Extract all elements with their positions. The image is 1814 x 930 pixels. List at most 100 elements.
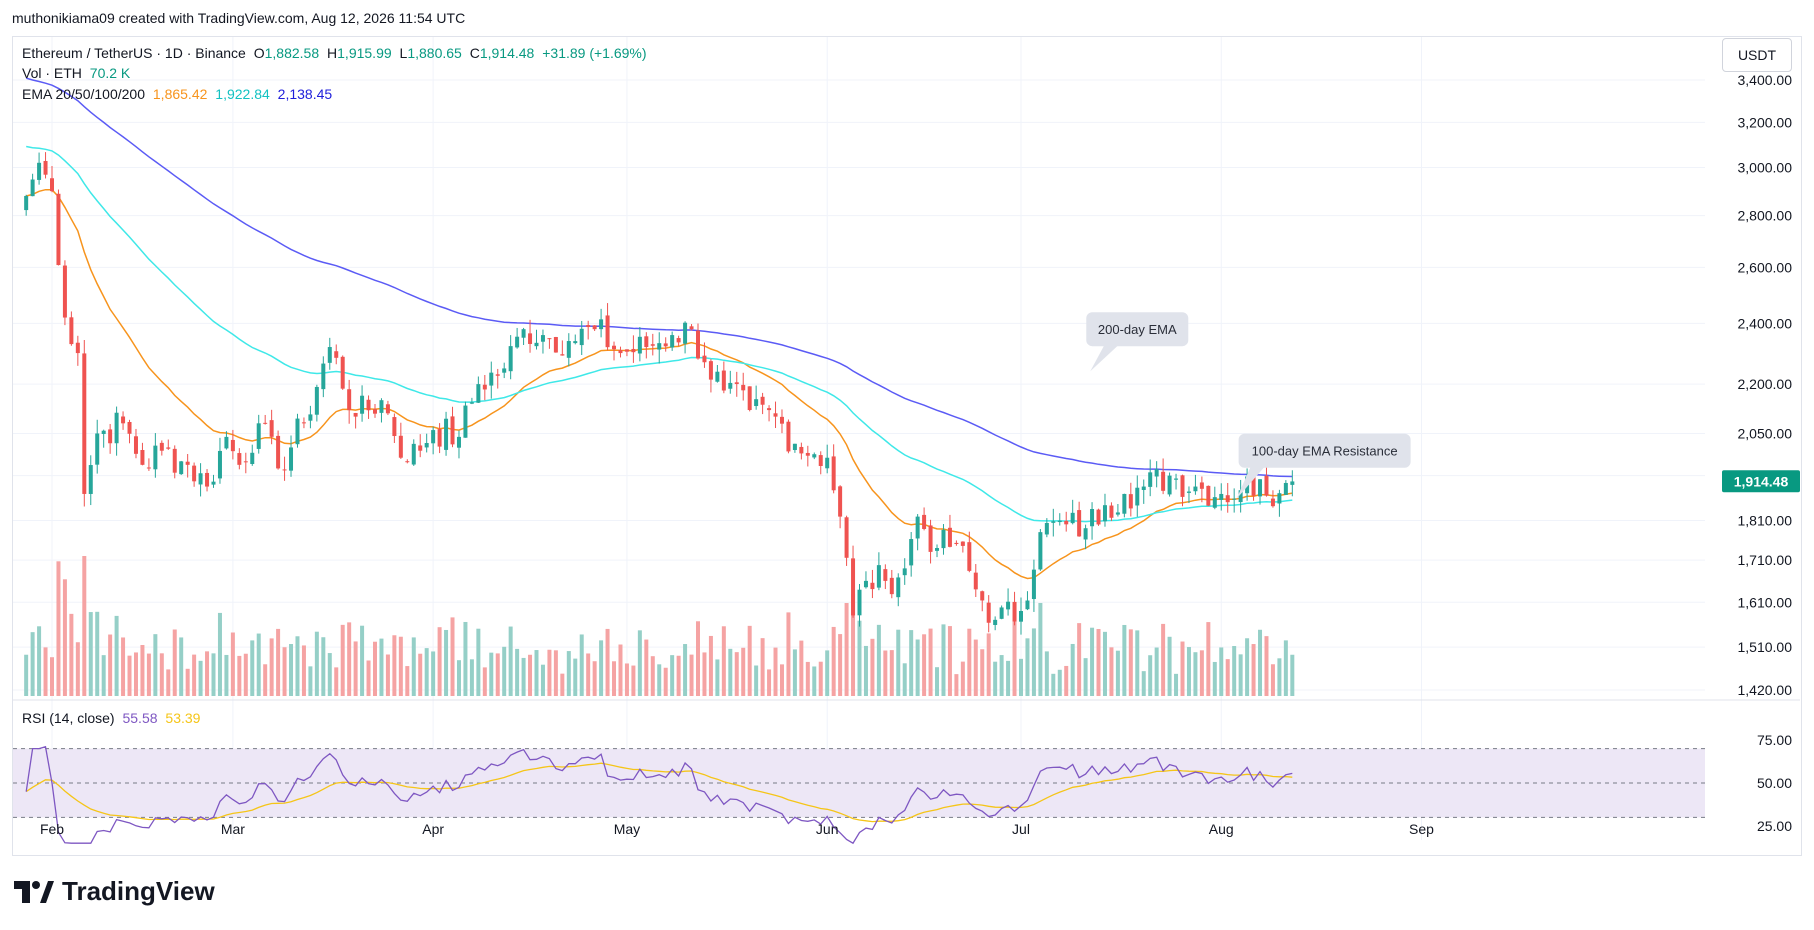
candle-body xyxy=(1141,486,1146,490)
candle-body xyxy=(941,529,946,549)
volume-bar xyxy=(980,649,985,696)
candle-body xyxy=(133,436,138,454)
candle-body xyxy=(1122,493,1127,514)
volume-bar xyxy=(1238,654,1243,696)
volume-bar xyxy=(831,626,836,696)
volume-bar xyxy=(1283,640,1288,696)
volume-bar xyxy=(676,655,681,696)
volume-bar xyxy=(560,673,565,696)
candle-body xyxy=(708,361,713,380)
candle-body xyxy=(185,461,190,465)
candle-body xyxy=(922,514,927,529)
volume-bar xyxy=(1219,647,1224,696)
candle-body xyxy=(1109,505,1114,518)
volume-bar xyxy=(256,633,261,696)
chart-frame[interactable] xyxy=(12,36,1802,856)
volume-bar xyxy=(1109,647,1114,696)
volume-bar xyxy=(398,636,403,696)
volume-bar xyxy=(69,613,74,696)
candle-body xyxy=(573,341,578,344)
candle-body xyxy=(644,336,649,348)
candle-body xyxy=(1277,493,1282,504)
ema100-value: 2,138.45 xyxy=(277,86,333,102)
candle-body xyxy=(424,443,429,448)
volume-bar xyxy=(683,644,688,696)
candle-body xyxy=(857,589,862,616)
volume-bar xyxy=(670,655,675,696)
y-tick-label: 1,810.00 xyxy=(1738,512,1793,528)
candle-body xyxy=(269,420,274,437)
tradingview-logo[interactable]: TradingView xyxy=(14,876,215,907)
volume-bar xyxy=(133,652,138,696)
volume-bar xyxy=(153,634,158,696)
volume-bar xyxy=(1057,669,1062,696)
volume-bar xyxy=(844,603,849,696)
candle-body xyxy=(521,329,526,338)
candle-body xyxy=(993,619,998,625)
candle-body xyxy=(980,591,985,601)
candle-body xyxy=(553,337,558,353)
candle-body xyxy=(715,371,720,382)
candle-body xyxy=(179,461,184,475)
candle-body xyxy=(205,472,210,487)
volume-bar xyxy=(747,625,752,696)
volume-bar xyxy=(1051,673,1056,696)
candle-body xyxy=(838,486,843,517)
candle-body xyxy=(192,465,197,482)
candle-body xyxy=(366,399,371,411)
candle-body xyxy=(1238,490,1243,503)
candle-body xyxy=(224,436,229,449)
callout-box xyxy=(1086,312,1189,347)
candle-body xyxy=(482,384,487,390)
currency-button[interactable]: USDT xyxy=(1722,38,1792,72)
volume-bar xyxy=(741,647,746,696)
volume-bar xyxy=(534,650,539,696)
low-value: 1,880.65 xyxy=(407,45,462,61)
volume-bar xyxy=(650,656,655,696)
volume-bar xyxy=(935,667,940,696)
volume-bar xyxy=(1122,624,1127,696)
candle-body xyxy=(670,335,675,348)
y-tick-label: 3,400.00 xyxy=(1738,72,1793,88)
callout-pointer xyxy=(1090,345,1119,372)
volume-bar xyxy=(876,624,881,696)
candle-body xyxy=(243,461,248,463)
candle-body xyxy=(30,179,35,197)
volume-bar xyxy=(1212,661,1217,696)
candle-body xyxy=(831,456,836,491)
volume-bar xyxy=(463,621,468,696)
callout-100-day-ema-resistance: 100-day EMA Resistance xyxy=(1236,433,1411,499)
volume-bar xyxy=(1128,629,1133,696)
x-tick-label: Mar xyxy=(221,821,245,837)
candle-body xyxy=(1115,512,1120,515)
candle-body xyxy=(683,322,688,344)
volume-bar xyxy=(508,626,513,696)
volume-bar xyxy=(986,633,991,696)
candle-body xyxy=(276,435,281,469)
candle-body xyxy=(88,465,93,494)
volume-bar xyxy=(818,661,823,696)
volume-bar xyxy=(50,657,54,696)
candle-body xyxy=(1148,472,1153,487)
volume-bar xyxy=(637,630,642,696)
volume-bar xyxy=(502,646,507,696)
volume-bar xyxy=(101,655,106,696)
candle-body xyxy=(1167,475,1172,495)
x-tick-label: Jul xyxy=(1012,821,1030,837)
volume-bar xyxy=(308,666,313,696)
volume-bar xyxy=(88,612,93,696)
candle-body xyxy=(37,162,42,180)
volume-bar xyxy=(476,628,481,696)
volume-bar xyxy=(1245,638,1250,696)
symbol-legend: Ethereum / TetherUS · 1D · Binance O1,88… xyxy=(22,45,651,61)
volume-bar xyxy=(663,667,668,696)
volume-bar xyxy=(896,629,901,696)
candle-body xyxy=(373,409,377,414)
volume-bar xyxy=(708,635,713,696)
candle-body xyxy=(1232,498,1237,500)
x-tick-label: May xyxy=(614,821,640,837)
volume-bar xyxy=(1006,660,1011,696)
volume-bar xyxy=(140,645,145,696)
candle-body xyxy=(896,577,901,598)
